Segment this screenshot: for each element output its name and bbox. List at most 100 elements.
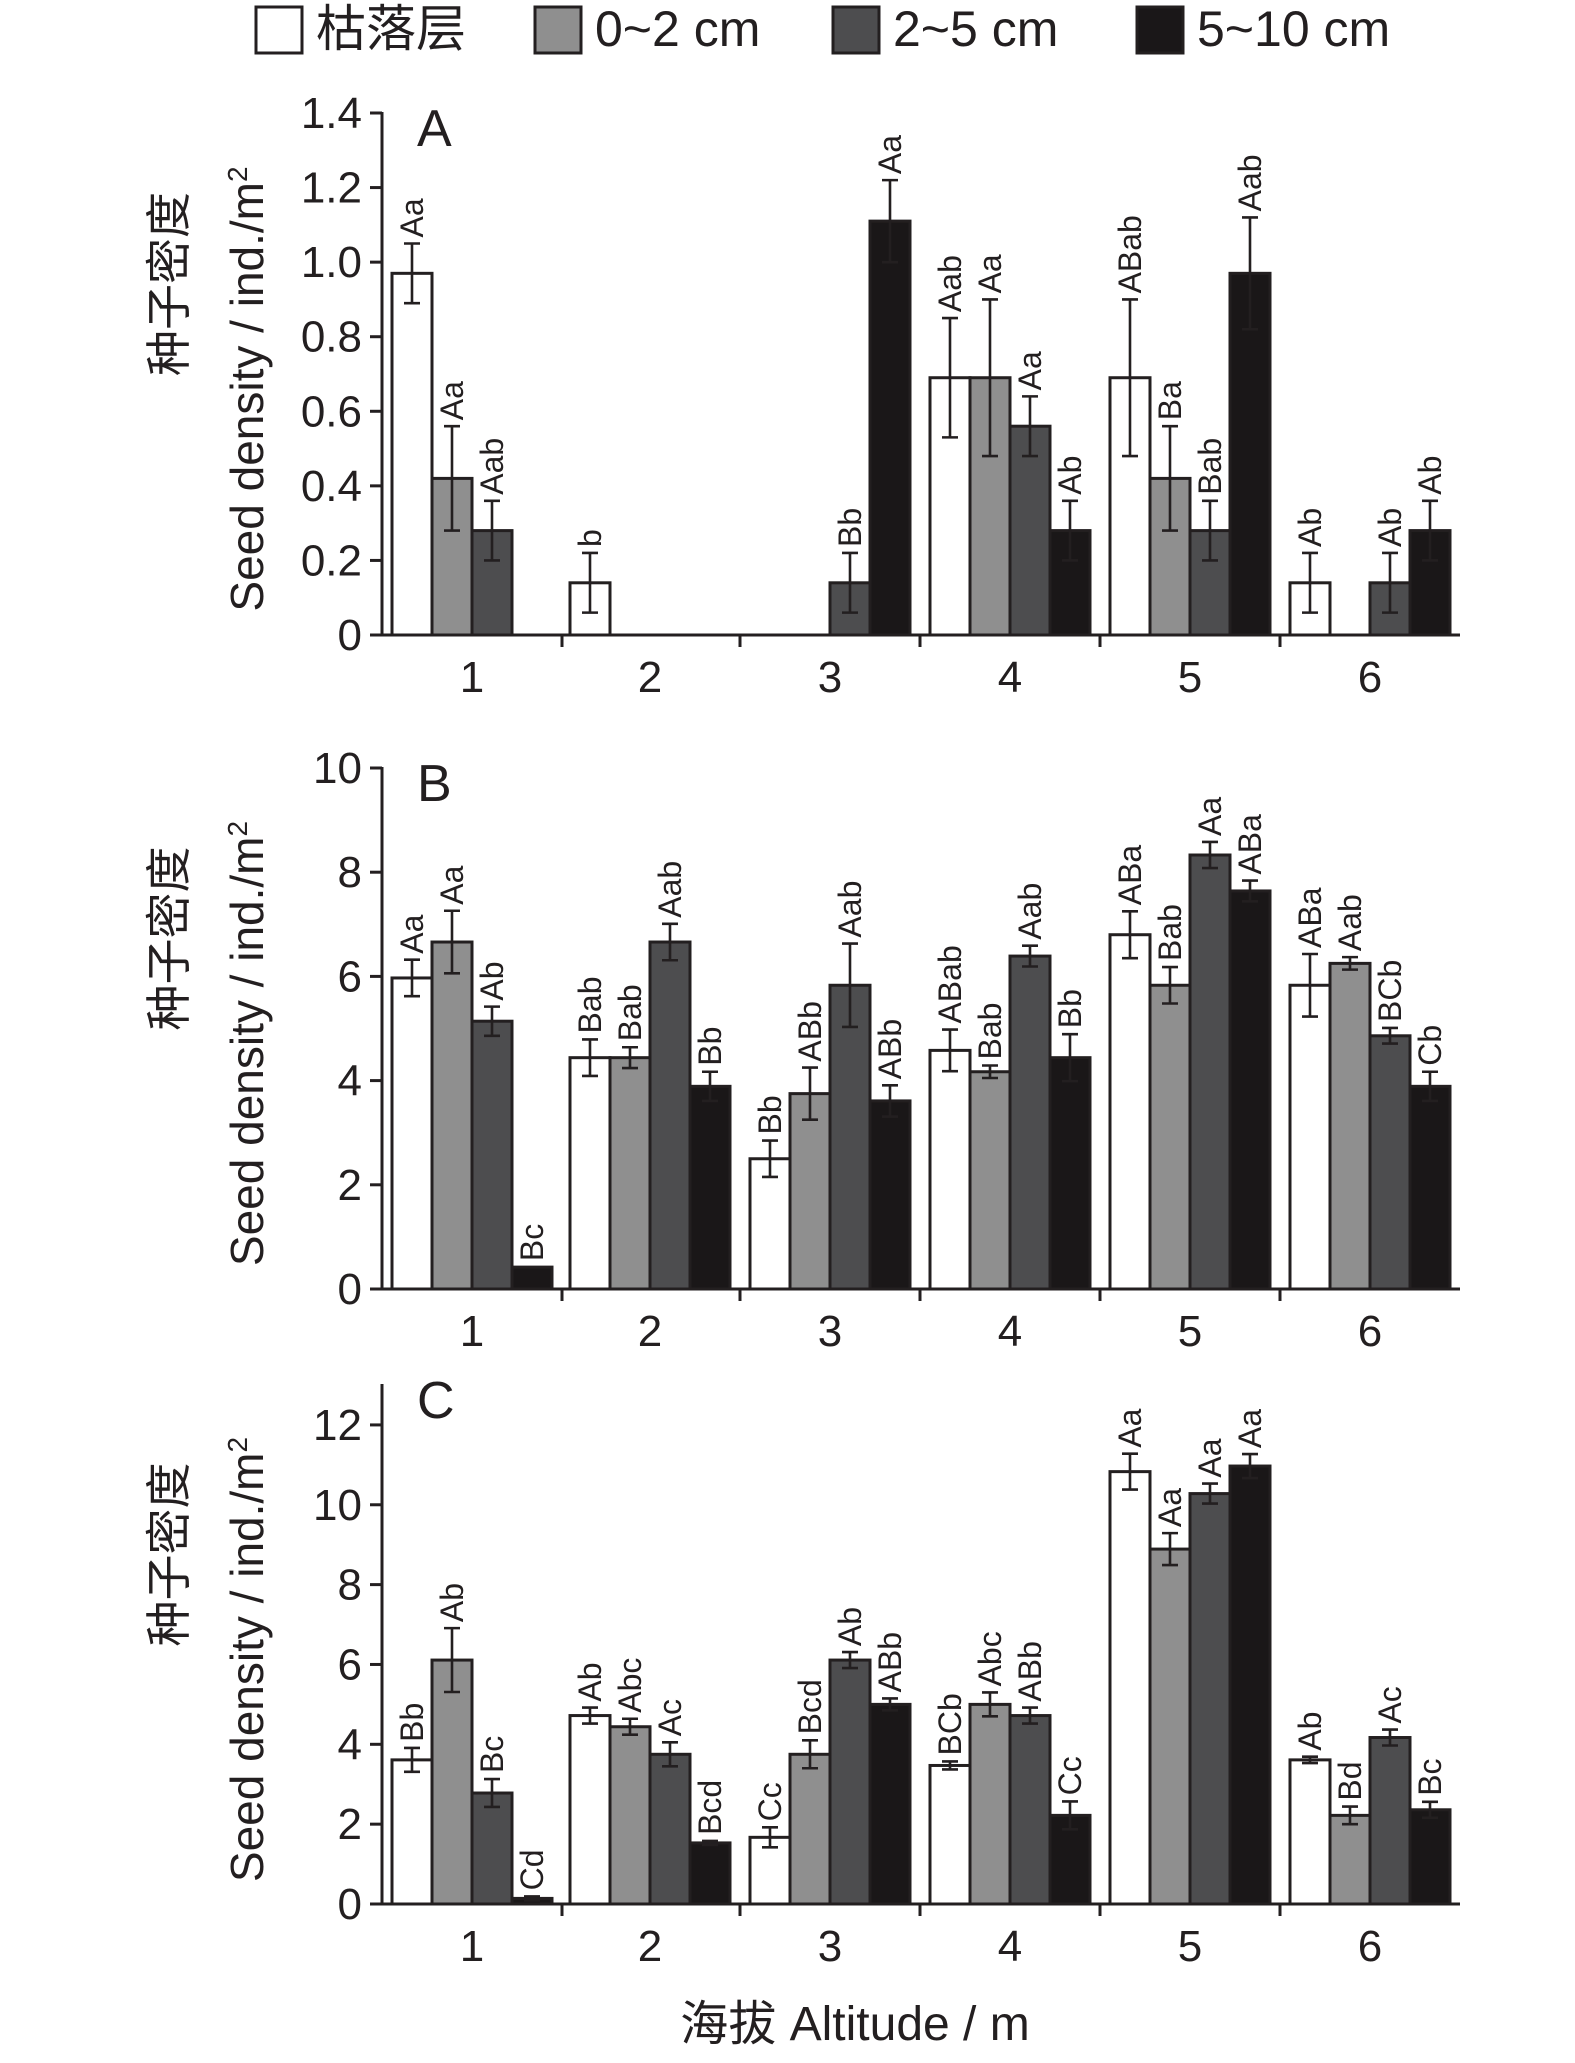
error-bar-C-alt4-s4 (1062, 1800, 1078, 1831)
x-tick-label-A: 1 (460, 653, 484, 702)
sig-label-C-alt6-s4: Bc (1412, 1758, 1448, 1795)
y-tick-label-C: 4 (338, 1720, 362, 1769)
x-tick-label-A: 6 (1358, 653, 1382, 702)
legend-label-2: 0~2 cm (595, 1, 760, 57)
bar-C-alt6-s3 (1368, 1736, 1412, 1906)
sig-label-A-alt2-s1: b (572, 529, 608, 547)
bar-B-alt2-s2 (608, 1056, 652, 1291)
x-tick-label-B: 1 (460, 1307, 484, 1356)
bar-B-alt3-s3 (828, 983, 872, 1291)
legend-swatch-1 (254, 5, 304, 55)
sig-label-A-alt1-s1: Aa (394, 198, 430, 237)
sig-label-A-alt3-s3: Bb (832, 508, 868, 547)
error-bar-A-alt1-s3 (484, 499, 500, 562)
error-bar-A-alt3-s3 (842, 551, 858, 614)
error-bar-A-alt4-s2 (982, 298, 998, 458)
sig-label-A-alt1-s2: Aa (434, 381, 470, 420)
sig-label-A-alt4-s1: Aab (932, 255, 968, 312)
bar-C-alt3-s3 (828, 1658, 872, 1906)
y-tick-label-B: 4 (338, 1057, 362, 1106)
x-axis-label: 海拔 Altitude / m (680, 1998, 1029, 2051)
error-bar-C-alt6-s4 (1422, 1800, 1438, 1820)
sig-label-B-alt1-s2: Aa (434, 865, 470, 904)
sig-label-C-alt1-s2: Ab (434, 1583, 470, 1622)
error-bar-C-alt3-s2 (802, 1739, 818, 1770)
bar-C-alt1-s1 (390, 1758, 434, 1906)
y-axis-label-cn: 种子密度 (143, 847, 195, 1031)
bar-B-alt1-s2 (430, 940, 474, 1291)
error-bar-C-alt6-s2 (1342, 1805, 1358, 1826)
y-tick-label-A: 1.0 (301, 238, 362, 287)
sig-label-A-alt5-s1: ABab (1112, 215, 1148, 293)
bar-B-alt3-s2 (788, 1092, 832, 1291)
sig-label-B-alt5-s2: Bab (1152, 904, 1188, 961)
error-bar-C-alt1-s1 (404, 1746, 420, 1774)
bar-C-alt4-s3 (1008, 1714, 1052, 1906)
sig-label-C-alt4-s3: ABb (1012, 1641, 1048, 1701)
error-bar-C-alt3-s4 (882, 1697, 898, 1712)
x-tick-label-A: 5 (1178, 653, 1202, 702)
error-bar-B-alt2-s1 (582, 1038, 598, 1078)
sig-label-C-alt2-s1: Ab (572, 1662, 608, 1701)
error-bar-C-alt5-s2 (1162, 1531, 1178, 1567)
y-tick-label-A: 0 (338, 611, 362, 660)
bar-C-alt5-s4 (1228, 1464, 1272, 1906)
error-bar-B-alt5-s2 (1162, 965, 1178, 1005)
bar-C-alt6-s2 (1328, 1813, 1372, 1906)
y-tick-label-C: 6 (338, 1640, 362, 1689)
sig-label-C-alt4-s1: BCb (932, 1693, 968, 1755)
sig-label-C-alt2-s3: Ac (652, 1699, 688, 1736)
bar-C-alt6-s1 (1288, 1758, 1332, 1906)
x-tick-label-A: 4 (998, 653, 1022, 702)
x-tick-label-C: 3 (818, 1922, 842, 1971)
legend-label-4: 5~10 cm (1197, 1, 1390, 57)
sig-label-B-alt4-s1: ABab (932, 945, 968, 1023)
error-bar-A-alt3-s4 (882, 178, 898, 264)
sig-label-C-alt1-s4: Cd (514, 1850, 550, 1891)
error-bar-A-alt1-s2 (444, 424, 460, 532)
error-bar-B-alt3-s3 (842, 942, 858, 1029)
y-tick-label-C: 12 (313, 1401, 362, 1450)
sig-label-C-alt2-s4: Bcd (692, 1780, 728, 1835)
sig-label-B-alt4-s3: Aab (1012, 883, 1048, 940)
error-bar-C-alt2-s4 (702, 1839, 718, 1847)
x-tick-label-B: 5 (1178, 1307, 1202, 1356)
bar-C-alt1-s3 (470, 1791, 514, 1906)
error-bar-A-alt4-s4 (1062, 499, 1078, 562)
error-bar-A-alt4-s1 (942, 316, 958, 439)
error-bar-B-alt5-s4 (1242, 879, 1258, 903)
bar-B-alt5-s3 (1188, 853, 1232, 1291)
bar-B-alt4-s1 (928, 1048, 972, 1291)
bar-B-alt1-s1 (390, 976, 434, 1291)
sig-label-B-alt6-s1: ABa (1292, 887, 1328, 948)
y-tick-label-B: 10 (313, 744, 362, 793)
error-bar-C-alt1-s3 (484, 1777, 500, 1809)
x-tick-label-C: 4 (998, 1922, 1022, 1971)
y-tick-label-C: 10 (313, 1481, 362, 1530)
error-bar-B-alt1-s1 (404, 958, 420, 998)
bar-C-alt5-s2 (1148, 1547, 1192, 1906)
sig-label-B-alt6-s2: Aab (1332, 894, 1368, 951)
bar-B-alt4-s2 (968, 1070, 1012, 1291)
error-bar-A-alt2-s1 (582, 551, 598, 614)
error-bar-C-alt4-s1 (942, 1760, 958, 1771)
x-tick-label-B: 2 (638, 1307, 662, 1356)
sig-label-B-alt3-s3: Aab (832, 881, 868, 938)
error-bar-B-alt5-s1 (1122, 909, 1138, 960)
bar-A-alt3-s4 (868, 219, 912, 637)
x-tick-label-B: 4 (998, 1307, 1022, 1356)
panel-letter-A: A (417, 100, 452, 158)
error-bar-A-alt5-s1 (1122, 298, 1138, 458)
error-bar-B-alt6-s2 (1342, 955, 1358, 971)
bar-A-alt4-s3 (1008, 424, 1052, 637)
y-tick-label-B: 8 (338, 848, 362, 897)
bar-C-alt2-s2 (608, 1725, 652, 1906)
error-bar-C-alt2-s3 (662, 1741, 678, 1768)
error-bar-C-alt5-s3 (1202, 1482, 1218, 1505)
sig-label-C-alt3-s4: ABb (872, 1632, 908, 1692)
panel-letter-B: B (417, 755, 452, 813)
